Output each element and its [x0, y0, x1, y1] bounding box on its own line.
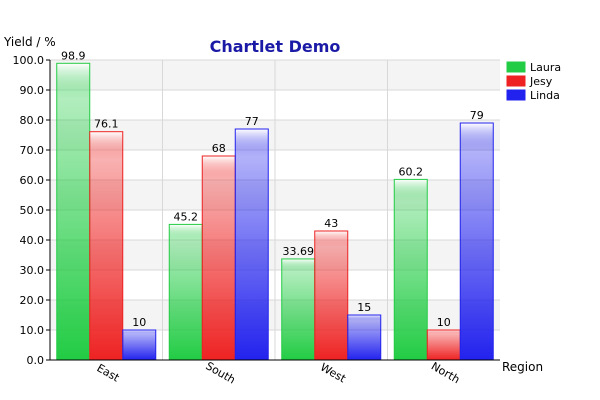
y-tick-label: 30.0: [20, 264, 45, 277]
bar-linda-north: [459, 122, 494, 361]
chart-title: Chartlet Demo: [210, 37, 341, 56]
legend-swatch: [506, 89, 526, 101]
data-label: 15: [357, 301, 371, 314]
y-tick-label: 50.0: [20, 204, 45, 217]
x-tick-label: South: [203, 359, 237, 386]
bar-jesy-west: [314, 230, 349, 361]
bar-linda-west: [347, 314, 382, 361]
x-axis-label: Region: [502, 360, 543, 374]
y-tick-label: 40.0: [20, 234, 45, 247]
x-tick-label: East: [94, 361, 122, 384]
data-label: 33.69: [283, 245, 315, 258]
bar-linda-east: [122, 329, 157, 361]
y-tick-label: 90.0: [20, 84, 45, 97]
y-tick-label: 70.0: [20, 144, 45, 157]
data-labels: 98.9 76.1 10 45.2 68 77 33.69 43 15 60.2 10 79: [61, 49, 484, 329]
y-tick-label: 80.0: [20, 114, 45, 127]
data-label: 98.9: [61, 49, 86, 62]
bar-linda-south: [234, 128, 269, 361]
legend-label: Laura: [530, 61, 561, 74]
bar-laura-north: [393, 178, 428, 361]
data-label: 77: [245, 115, 259, 128]
data-label: 10: [437, 316, 451, 329]
legend-label: Linda: [530, 89, 560, 102]
bar-laura-south: [168, 223, 203, 361]
y-tick-label: 10.0: [20, 324, 45, 337]
x-tick-label: West: [318, 361, 349, 386]
data-label: 45.2: [174, 210, 199, 223]
data-label: 79: [470, 109, 484, 122]
data-label: 60.2: [399, 165, 424, 178]
data-label: 10: [132, 316, 146, 329]
y-tick-label: 60.0: [20, 174, 45, 187]
y-tick-label: 0.0: [27, 354, 45, 367]
y-tick-label: 100.0: [13, 54, 45, 67]
bar-laura-west: [281, 258, 316, 361]
bar-laura-east: [56, 62, 91, 361]
legend-label: Jesy: [529, 75, 553, 88]
x-tick-label: North: [429, 360, 462, 387]
bar-jesy-south: [201, 155, 236, 361]
data-label: 68: [212, 142, 226, 155]
legend-swatch: [506, 61, 526, 73]
bar-jesy-east: [89, 131, 124, 361]
bar-jesy-north: [426, 329, 461, 361]
data-label: 76.1: [94, 118, 119, 131]
y-axis-label: Yield / %: [3, 35, 56, 49]
y-tick-label: 20.0: [20, 294, 45, 307]
data-label: 43: [324, 217, 338, 230]
bars: [56, 62, 494, 361]
legend-swatch: [506, 75, 526, 87]
